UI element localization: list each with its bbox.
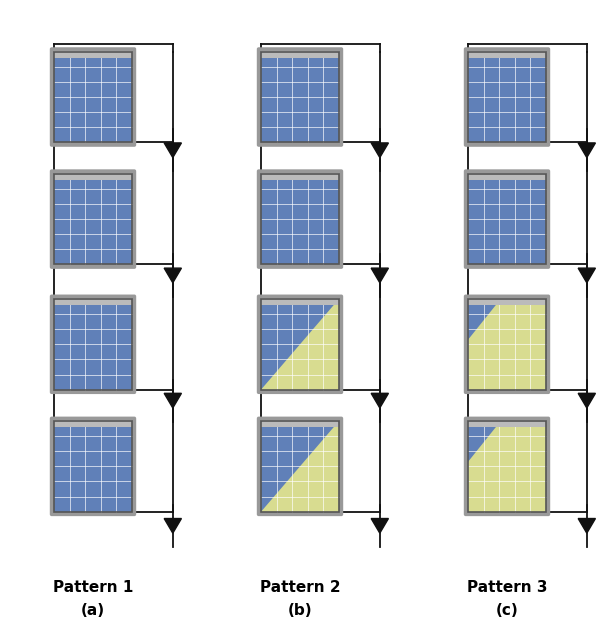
Bar [261, 52, 339, 143]
Bar [468, 421, 546, 512]
Bar [468, 173, 546, 180]
Text: (c): (c) [496, 603, 518, 618]
Bar [261, 299, 339, 305]
Text: (a): (a) [81, 603, 105, 618]
Polygon shape [164, 393, 181, 408]
FancyBboxPatch shape [257, 295, 343, 394]
Polygon shape [578, 518, 595, 533]
Bar [54, 421, 132, 427]
Bar [54, 173, 132, 180]
Bar [468, 299, 546, 305]
Polygon shape [164, 143, 181, 158]
Bar [54, 299, 132, 389]
Bar [261, 51, 339, 58]
Bar [261, 299, 339, 389]
Polygon shape [371, 143, 388, 158]
Polygon shape [371, 393, 388, 408]
FancyBboxPatch shape [257, 48, 343, 147]
Bar [54, 51, 132, 58]
Bar [54, 421, 132, 512]
Bar [468, 52, 546, 143]
FancyBboxPatch shape [464, 169, 550, 269]
Polygon shape [371, 268, 388, 283]
Polygon shape [261, 299, 339, 389]
Bar [261, 421, 339, 427]
Bar [468, 421, 546, 427]
Bar [54, 174, 132, 265]
FancyBboxPatch shape [464, 295, 550, 394]
Text: Pattern 1: Pattern 1 [53, 580, 133, 595]
Bar [261, 174, 339, 265]
Polygon shape [468, 421, 501, 462]
Polygon shape [261, 421, 339, 512]
Text: Pattern 3: Pattern 3 [467, 580, 547, 595]
Bar [54, 299, 132, 305]
Bar [468, 299, 546, 389]
Polygon shape [164, 268, 181, 283]
Bar [468, 52, 546, 143]
Bar [468, 299, 546, 389]
Bar [54, 174, 132, 265]
Polygon shape [578, 393, 595, 408]
Text: (b): (b) [287, 603, 313, 618]
Polygon shape [371, 518, 388, 533]
Polygon shape [578, 143, 595, 158]
Bar [468, 51, 546, 58]
Bar [54, 421, 132, 512]
Bar [468, 174, 546, 265]
FancyBboxPatch shape [464, 417, 550, 516]
Polygon shape [164, 518, 181, 533]
Bar [54, 52, 132, 143]
Bar [261, 299, 339, 389]
FancyBboxPatch shape [257, 417, 343, 516]
FancyBboxPatch shape [464, 48, 550, 147]
Text: Pattern 2: Pattern 2 [260, 580, 340, 595]
FancyBboxPatch shape [257, 169, 343, 269]
Bar [261, 173, 339, 180]
Bar [261, 421, 339, 512]
Bar [54, 299, 132, 389]
Bar [468, 174, 546, 265]
Bar [468, 421, 546, 512]
Bar [261, 421, 339, 512]
FancyBboxPatch shape [50, 295, 136, 394]
Bar [54, 52, 132, 143]
FancyBboxPatch shape [50, 169, 136, 269]
Polygon shape [468, 299, 501, 340]
Bar [261, 52, 339, 143]
FancyBboxPatch shape [50, 417, 136, 516]
Bar [261, 174, 339, 265]
FancyBboxPatch shape [50, 48, 136, 147]
Polygon shape [578, 268, 595, 283]
